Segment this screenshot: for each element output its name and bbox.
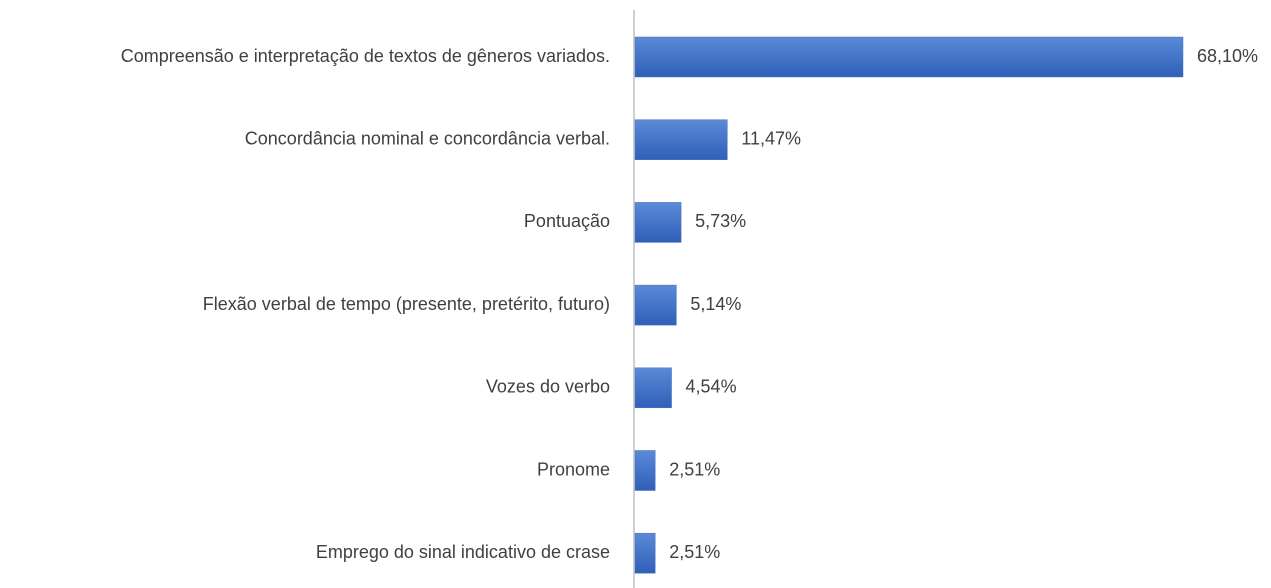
bar [634, 36, 1184, 78]
value-label: 68,10% [1197, 46, 1258, 66]
value-label: 2,51% [669, 459, 720, 479]
bar [634, 367, 672, 409]
category-label: Concordância nominal e concordância verb… [245, 128, 610, 148]
value-label: 5,73% [695, 211, 746, 231]
value-label: 11,47% [741, 128, 801, 148]
bar [634, 450, 656, 491]
category-label: Compreensão e interpretação de textos de… [121, 46, 610, 66]
category-label: Pronome [537, 459, 610, 479]
bar [634, 284, 677, 326]
bar [634, 119, 728, 160]
bar [634, 202, 682, 243]
category-label: Pontuação [524, 211, 610, 231]
value-label: 4,54% [686, 377, 737, 397]
category-label: Emprego do sinal indicativo de crase [316, 542, 610, 562]
category-label: Flexão verbal de tempo (presente, pretér… [203, 294, 610, 314]
category-label: Vozes do verbo [486, 377, 610, 397]
value-label: 5,14% [690, 294, 741, 314]
bar [634, 532, 656, 574]
value-label: 2,51% [669, 542, 720, 562]
